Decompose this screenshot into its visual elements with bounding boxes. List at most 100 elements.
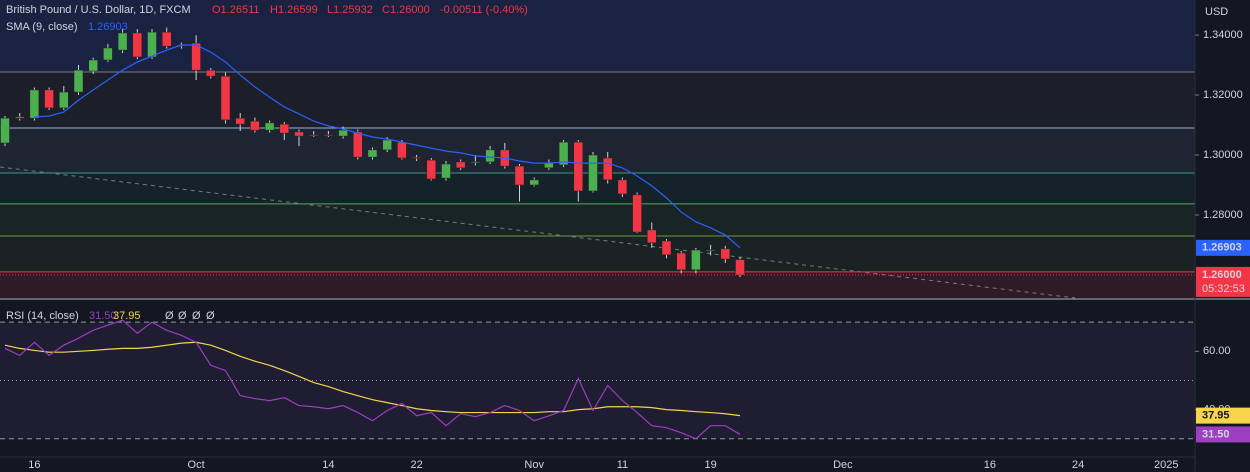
candle-body	[720, 248, 731, 260]
zone	[0, 235, 1195, 272]
x-tick-label: Dec	[833, 459, 853, 471]
candle-body	[514, 165, 525, 186]
rsi-legend-value: 31.50	[89, 310, 117, 322]
candle-body	[455, 161, 466, 169]
candle-body	[279, 123, 290, 134]
x-tick-label: Oct	[188, 459, 205, 471]
candle-body	[206, 69, 216, 77]
x-tick-label: 24	[1072, 459, 1084, 471]
candle-body	[14, 116, 25, 119]
candle-body	[161, 31, 172, 47]
candle-body	[250, 120, 260, 131]
y-tick-label: 60.00	[1203, 345, 1231, 357]
x-tick-label: Nov	[524, 459, 544, 471]
candle-body	[426, 159, 437, 180]
candle-body	[220, 75, 231, 121]
candle-body	[661, 240, 672, 256]
candle-body	[470, 161, 481, 164]
rsi-line	[4, 341, 741, 417]
legend-symbol: Ø	[206, 310, 215, 322]
candle-body	[411, 157, 422, 159]
ohlc-low: L1.25932	[327, 4, 373, 16]
candle-body	[73, 69, 84, 93]
x-tick-label: 19	[704, 459, 716, 471]
price-badge-label: 1.26000	[1202, 269, 1242, 281]
candle-body	[382, 139, 392, 151]
x-tick-label: 16	[28, 459, 40, 471]
rsi-badge-label: 37.95	[1202, 410, 1230, 422]
candle-body	[29, 89, 40, 119]
countdown: 05:32:53	[1202, 283, 1245, 295]
price-badge	[1196, 266, 1250, 297]
y-tick-label: 1.34000	[1203, 29, 1243, 41]
candle-body	[132, 32, 143, 58]
zone	[0, 71, 1195, 129]
candle-body	[441, 163, 451, 179]
candle-body	[705, 249, 716, 251]
rsi-ma-legend-value: 37.95	[113, 310, 141, 322]
candle-body	[632, 194, 642, 233]
legend-symbol: Ø	[165, 310, 174, 322]
sma-legend: SMA (9, close)	[6, 21, 78, 33]
rsi-badge	[1196, 407, 1250, 424]
candle-body	[529, 179, 539, 186]
zone	[0, 203, 1195, 236]
currency[interactable]: USD	[1205, 6, 1228, 18]
x-tick-label: 11	[617, 459, 628, 471]
candle-body	[676, 252, 686, 271]
ohlc-high: H1.26599	[270, 4, 318, 16]
candle-body	[0, 117, 10, 144]
candle-body	[602, 157, 613, 181]
x-tick-label: 14	[322, 459, 334, 471]
zone	[0, 271, 1195, 298]
candle-body	[367, 149, 378, 158]
rsi-title: RSI (14, close)	[6, 310, 79, 322]
legend-symbol: Ø	[178, 310, 187, 322]
candle-body	[353, 131, 363, 158]
rsi-badge	[1196, 426, 1250, 443]
sma-badge-label: 1.26903	[1202, 242, 1242, 254]
candle-body	[617, 179, 628, 195]
y-tick-label: 1.32000	[1203, 89, 1243, 101]
plot-area	[0, 0, 1195, 440]
candle-body	[485, 149, 495, 163]
candle-body	[544, 162, 554, 169]
candle-body	[235, 117, 245, 125]
rsi-band	[0, 322, 1195, 439]
candle-body	[147, 31, 157, 58]
legend-symbol: Ø	[192, 310, 201, 322]
x-tick-label: 22	[410, 459, 422, 471]
y-tick-label: 1.30000	[1203, 149, 1243, 161]
candle-body	[59, 91, 69, 109]
chart-title: British Pound / U.S. Dollar, 1D, FXCM	[6, 4, 191, 16]
rsi-line	[4, 319, 741, 440]
candle-body	[264, 122, 275, 131]
rsi-badge-label: 31.50	[1202, 428, 1230, 440]
candle-body	[117, 32, 128, 51]
candle-body	[103, 47, 113, 61]
ohlc-change: -0.00511 (-0.40%)	[440, 4, 528, 16]
x-tick-label: 2025	[1154, 459, 1178, 471]
candle-body	[397, 141, 407, 159]
y-tick-label: 1.28000	[1203, 209, 1243, 221]
candle-body	[588, 154, 598, 192]
sma-badge	[1196, 239, 1250, 256]
candle-body	[88, 59, 98, 72]
candle-body	[647, 229, 657, 244]
candle-body	[44, 89, 54, 109]
ohlc-close: C1.26000	[382, 4, 430, 16]
candle-body	[558, 141, 569, 166]
candle-body	[573, 141, 584, 192]
candle-body	[323, 134, 334, 136]
candle-body	[294, 131, 304, 137]
ohlc-open: O1.26511	[212, 4, 260, 16]
sma-line	[34, 44, 741, 249]
candle-body	[691, 249, 701, 271]
sma-legend-value: 1.26903	[88, 21, 128, 33]
candle-body	[735, 259, 745, 276]
candle-body	[191, 42, 201, 71]
candle-body	[338, 129, 348, 137]
x-tick-label: 16	[984, 459, 996, 471]
candle-body	[308, 134, 319, 137]
